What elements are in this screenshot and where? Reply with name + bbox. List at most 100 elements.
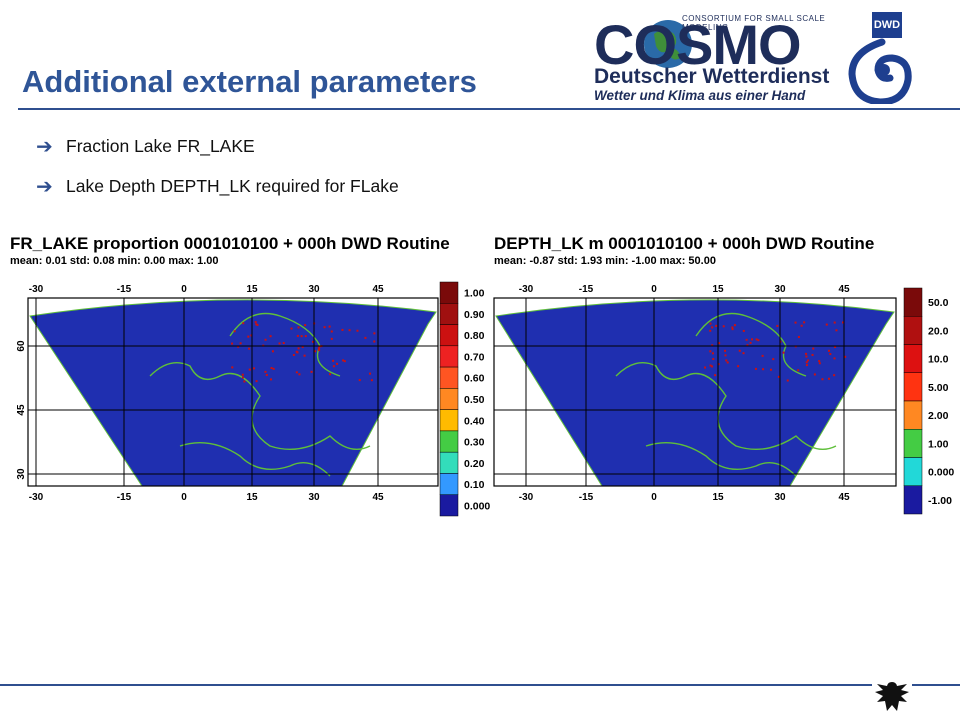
colorbar-label: 0.000 [928,467,954,479]
lake-mark [332,365,335,368]
colorbar-swatch [439,388,459,410]
x-tick-label-top: 45 [372,284,384,295]
lake-mark [318,349,321,352]
bullet-text: Fraction Lake FR_LAKE [66,135,255,156]
lake-mark [330,337,333,340]
coastline [645,441,797,477]
x-tick-label-top: -30 [519,284,534,295]
x-tick-label-top: -15 [117,284,132,295]
lake-mark [297,326,300,329]
lake-mark [717,363,720,366]
lake-mark [317,347,320,350]
lake-mark [803,321,806,324]
lake-mark [343,360,346,363]
federal-eagle-logo [872,676,912,720]
header-divider [18,108,960,110]
lake-mark [818,360,821,363]
lake-mark [242,322,245,325]
bullet-item: ➔ Lake Depth DEPTH_LK required for FLake [36,166,399,206]
lake-mark [269,335,272,338]
bullet-list: ➔ Fraction Lake FR_LAKE ➔ Lake Depth DEP… [36,126,399,206]
lake-mark [272,367,275,370]
chart-stats: mean: -0.87 std: 1.93 min: -1.00 max: 50… [494,255,716,267]
lake-mark [233,330,236,333]
colorbar-swatch [439,281,459,304]
lake-mark [755,338,758,341]
colorbar-swatch [903,287,923,317]
coastline [149,362,371,451]
lake-mark [370,379,373,382]
lake-mark [805,361,808,364]
lake-mark [742,329,745,332]
lake-mark [292,354,295,357]
dwd-badge: DWD [872,12,902,38]
lake-mark [332,359,335,362]
lake-mark [282,342,285,345]
lake-mark [724,349,727,352]
lake-mark [248,347,251,350]
map-area: -30 -30 -15 -15 0 0 15 15 30 30 45 45 60 45 30 [490,284,897,503]
x-tick-label-bottom: -15 [117,492,132,503]
x-tick-label-bottom: 0 [651,492,657,503]
lake-mark [241,376,244,379]
colorbar-label: 0.000 [464,500,490,512]
colorbar-swatch [903,485,923,515]
lake-mark [270,366,273,369]
lake-mark [364,336,367,339]
lake-mark [704,366,707,369]
lake-mark [243,380,246,383]
lake-mark [731,328,734,331]
colorbar-swatch [439,366,459,389]
colorbar-swatch [903,372,923,402]
lake-mark [797,336,800,339]
colorbar: 1.00 0.90 0.80 0.70 0.60 0.50 0.40 0.30 0.20 0.10… [439,281,490,517]
lake-mark [329,373,332,376]
x-tick-label-top: -30 [29,284,44,295]
colorbar: 50.0 20.0 10.0 5.00 2.00 1.00 0.000 -1.00 [903,287,954,515]
lake-mark [709,350,712,353]
lake-mark [712,358,715,361]
lake-mark [828,377,831,380]
colorbar-swatch [439,430,459,453]
chart-title: FR_LAKE proportion 0001010100 + 000h DWD… [10,234,450,253]
colorbar-label: 1.00 [464,288,485,300]
depth-lk-map: -30 -30 -15 -15 0 0 15 15 30 30 45 45 60 45 30 50.0 20.0… [490,284,954,515]
colorbar-label: 50.0 [928,297,949,309]
colorbar-swatch [439,409,459,432]
lake-mark [833,357,836,360]
lake-mark [241,373,244,376]
lake-mark [813,373,816,376]
lake-mark [231,366,234,369]
lake-mark [829,353,832,356]
lake-mark [265,374,268,377]
x-tick-label-bottom: 0 [181,492,187,503]
lake-mark [726,361,729,364]
lake-mark [818,362,821,365]
lake-mark [303,354,306,357]
colorbar-label: 0.10 [464,479,485,491]
lake-mark [295,350,298,353]
x-tick-label-top: 15 [246,284,258,295]
colorbar-label: 20.0 [928,325,949,337]
lake-mark [724,354,727,357]
lake-mark [256,324,259,327]
colorbar-swatch [439,473,459,495]
map-frame [493,297,897,487]
lake-mark [248,368,251,371]
lake-mark [328,325,331,328]
lake-mark [300,335,303,338]
lake-mark [757,339,760,342]
colorbar-swatch [903,400,923,430]
lake-mark [270,378,273,381]
dwd-logo: DWD [842,12,918,104]
lake-mark [254,321,257,324]
lake-mark [358,379,361,382]
lake-mark [301,345,304,348]
x-tick-label-top: 0 [181,284,187,295]
colorbar-swatch [903,344,923,373]
x-tick-label-top: 0 [651,284,657,295]
lake-mark [271,350,274,353]
y-tick-label: 45 [490,404,493,416]
bullet-item: ➔ Fraction Lake FR_LAKE [36,126,399,166]
lake-mark [811,353,814,356]
